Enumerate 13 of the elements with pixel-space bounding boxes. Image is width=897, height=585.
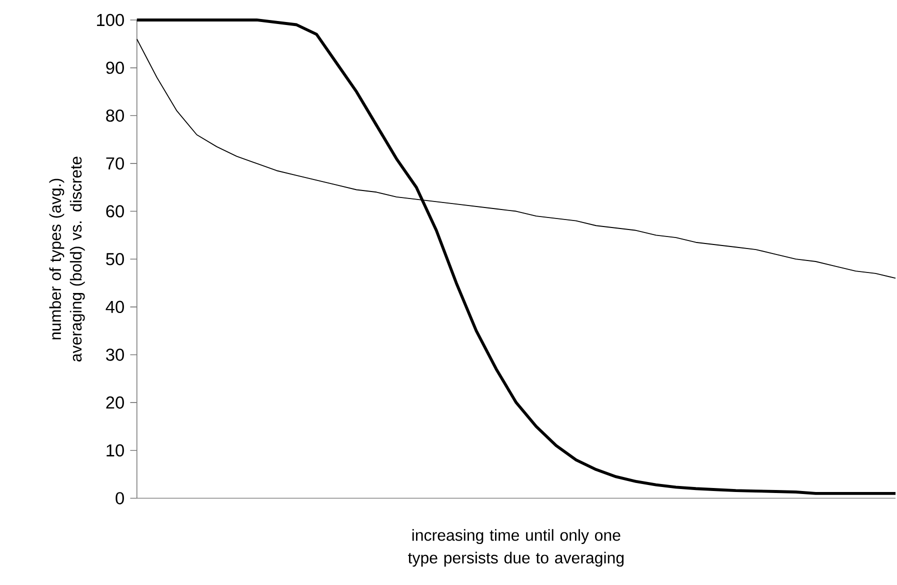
y-tick-label: 10 — [106, 444, 124, 456]
y-tick-label: 20 — [106, 396, 124, 408]
y-tick-label: 90 — [106, 61, 124, 74]
y-tick-label: 60 — [106, 204, 124, 218]
y-tick-label: 30 — [106, 348, 124, 361]
y-tick-label: 50 — [106, 252, 124, 265]
y-tick-label: 80 — [106, 109, 124, 122]
y-tick-label: 100 — [97, 14, 124, 26]
x-axis-title: increasing time until only one type persists due to averaging — [408, 528, 624, 566]
y-axis-title: number of types (avg.) averaging (bold) vs. discrete — [49, 156, 85, 362]
y-tick-label: 40 — [106, 300, 124, 313]
y-tick-label: 70 — [106, 157, 124, 170]
y-tick-label: 0 — [116, 492, 124, 504]
